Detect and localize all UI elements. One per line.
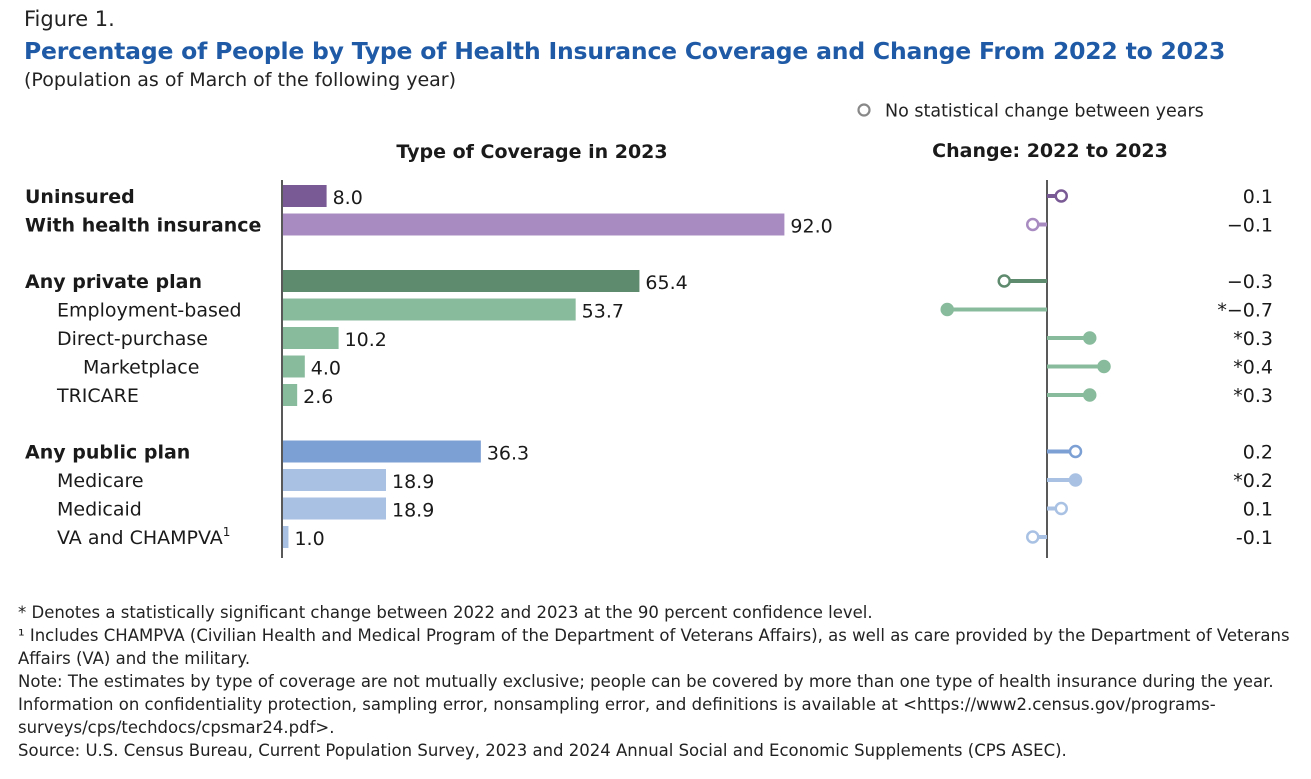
change-marker-medicare xyxy=(1068,473,1083,487)
change-value-medicare: *0.2 xyxy=(1233,470,1273,492)
bar-any-private-plan xyxy=(283,270,640,292)
category-label-medicare: Medicare xyxy=(57,470,144,492)
bar-uninsured xyxy=(283,185,327,207)
bar-value-medicare: 18.9 xyxy=(392,471,434,493)
category-label-any-private-plan: Any private plan xyxy=(25,271,202,293)
bar-value-direct-purchase: 10.2 xyxy=(345,329,387,351)
change-marker-uninsured xyxy=(1054,189,1068,203)
category-label-va-and-champva: VA and CHAMPVA1 xyxy=(57,525,230,549)
chart-subtitle: (Population as of March of the following… xyxy=(24,69,456,91)
category-label-marketplace: Marketplace xyxy=(83,357,199,379)
category-label-direct-purchase: Direct-purchase xyxy=(57,328,208,350)
coverage-chart: No statistical change between years Type… xyxy=(25,102,1273,558)
change-marker-direct-purchase xyxy=(1083,331,1097,345)
footnote-champva: ¹ Includes CHAMPVA (Civilian Health and … xyxy=(18,626,1290,668)
bar-medicaid xyxy=(283,497,387,520)
change-value-any-public-plan: 0.2 xyxy=(1243,442,1273,464)
footnote-source: Source: U.S. Census Bureau, Current Popu… xyxy=(18,741,1067,760)
change-value-any-private-plan: −0.3 xyxy=(1227,271,1273,293)
change-value-uninsured: 0.1 xyxy=(1243,186,1273,208)
bar-marketplace xyxy=(283,355,305,378)
change-value-tricare: *0.3 xyxy=(1233,385,1273,407)
bar-employment-based xyxy=(283,298,576,321)
category-label-tricare: TRICARE xyxy=(56,385,139,407)
change-value-medicaid: 0.1 xyxy=(1243,499,1273,521)
footnotes: * Denotes a statistically significant ch… xyxy=(18,601,1298,762)
change-value-employment-based: *−0.7 xyxy=(1217,300,1273,322)
change-value-marketplace: *0.4 xyxy=(1233,357,1273,379)
change-marker-any-public-plan xyxy=(1068,444,1083,459)
bar-panel-title: Type of Coverage in 2023 xyxy=(396,141,667,163)
change-marker-employment-based xyxy=(940,302,954,317)
bar-value-employment-based: 53.7 xyxy=(582,301,624,323)
chart-title: Percentage of People by Type of Health I… xyxy=(24,37,1226,65)
bar-medicare xyxy=(283,469,387,491)
bar-direct-purchase xyxy=(283,327,339,349)
change-marker-with-health-insurance xyxy=(1026,217,1040,232)
change-marker-any-private-plan xyxy=(997,274,1011,288)
change-marker-medicaid xyxy=(1054,501,1068,516)
legend-open-marker xyxy=(857,103,871,117)
figure-label: Figure 1. xyxy=(24,7,115,31)
bar-value-va-and-champva: 1.0 xyxy=(294,528,324,550)
category-label-employment-based: Employment-based xyxy=(57,300,242,322)
bar-va-and-champva xyxy=(283,526,289,548)
footnote-significance: * Denotes a statistically significant ch… xyxy=(18,603,873,622)
change-marker-tricare xyxy=(1083,388,1097,402)
change-value-direct-purchase: *0.3 xyxy=(1233,328,1273,350)
change-marker-va-and-champva xyxy=(1026,530,1040,544)
category-superscript-va-and-champva: 1 xyxy=(223,525,231,539)
legend-label: No statistical change between years xyxy=(885,102,1204,122)
category-label-any-public-plan: Any public plan xyxy=(25,442,190,464)
bar-value-any-public-plan: 36.3 xyxy=(487,443,529,465)
change-value-with-health-insurance: −0.1 xyxy=(1227,215,1273,237)
bar-tricare xyxy=(283,384,298,406)
footnote-note: Note: The estimates by type of coverage … xyxy=(18,672,1274,737)
bar-with-health-insurance xyxy=(283,213,785,236)
category-label-with-health-insurance: With health insurance xyxy=(25,215,261,237)
bar-value-medicaid: 18.9 xyxy=(392,500,434,522)
bar-any-public-plan xyxy=(283,440,481,463)
category-label-uninsured: Uninsured xyxy=(25,186,135,208)
bar-value-tricare: 2.6 xyxy=(303,386,333,408)
bar-value-uninsured: 8.0 xyxy=(333,187,363,209)
bar-value-marketplace: 4.0 xyxy=(311,358,341,380)
bar-value-any-private-plan: 65.4 xyxy=(645,272,687,294)
bar-value-with-health-insurance: 92.0 xyxy=(790,216,832,238)
category-label-medicaid: Medicaid xyxy=(57,499,142,521)
change-panel-title: Change: 2022 to 2023 xyxy=(932,140,1168,162)
change-marker-marketplace xyxy=(1097,359,1111,374)
change-value-va-and-champva: -0.1 xyxy=(1236,527,1273,549)
legend: No statistical change between years xyxy=(857,102,1204,122)
